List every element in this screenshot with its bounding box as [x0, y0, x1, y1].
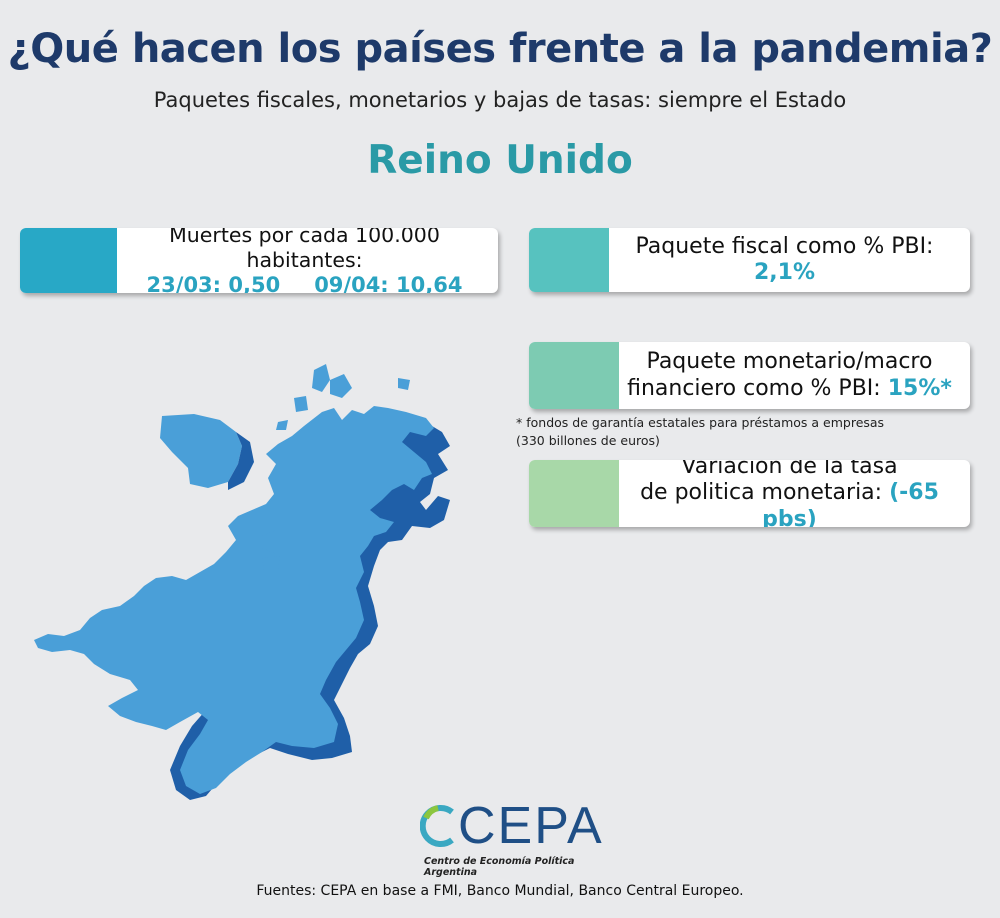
fiscal-label: Paquete fiscal como % PBI:: [635, 233, 934, 259]
monetary-value: 15%*: [887, 375, 952, 401]
monetary-note-line1: * fondos de garantía estatales para prés…: [516, 415, 885, 430]
deaths-card-stripe: [20, 228, 117, 293]
logo-text: CEPA: [458, 797, 604, 855]
fiscal-value: 2,1%: [753, 260, 815, 285]
rate-card: Variación de la tasa de politica monetar…: [529, 460, 970, 527]
deaths-label: Muertes por cada 100.000 habitantes:: [169, 228, 440, 272]
cepa-c-icon: [420, 805, 454, 847]
logo-subtitle: Centro de Economía Política Argentina: [424, 856, 575, 878]
fiscal-card: Paquete fiscal como % PBI: 2,1%: [529, 228, 970, 292]
monetary-card: Paquete monetario/macro financiero como …: [529, 342, 970, 409]
rate-value: (-65 pbs): [762, 480, 939, 527]
fiscal-card-stripe: [529, 228, 609, 292]
deaths-value-2: 09/04: 10,64: [314, 272, 463, 294]
deaths-value-1: 23/03: 0,50: [146, 272, 281, 294]
rate-label-line2: de politica monetaria:: [640, 480, 883, 506]
monetary-label-line1: Paquete monetario/macro: [646, 349, 933, 375]
rate-label-line1: Variación de la tasa: [681, 460, 898, 479]
sources-footer: Fuentes: CEPA en base a FMI, Banco Mundi…: [256, 883, 744, 899]
cepa-logo: CEPA: [420, 796, 604, 856]
monetary-note-line2: (330 billones de euros): [516, 432, 660, 448]
rate-card-stripe: [529, 460, 619, 527]
monetary-label-line2: financiero como % PBI:: [627, 375, 881, 401]
page-title: ¿Qué hacen los países frente a la pandem…: [7, 26, 993, 72]
country-name: Reino Unido: [367, 138, 633, 183]
page-subtitle: Paquetes fiscales, monetarios y bajas de…: [153, 88, 847, 112]
deaths-card: Muertes por cada 100.000 habitantes: 23/…: [20, 228, 498, 293]
monetary-card-stripe: [529, 342, 619, 409]
uk-map-icon: [34, 364, 450, 800]
monetary-footnote: * fondos de garantía estatales para prés…: [516, 414, 956, 449]
